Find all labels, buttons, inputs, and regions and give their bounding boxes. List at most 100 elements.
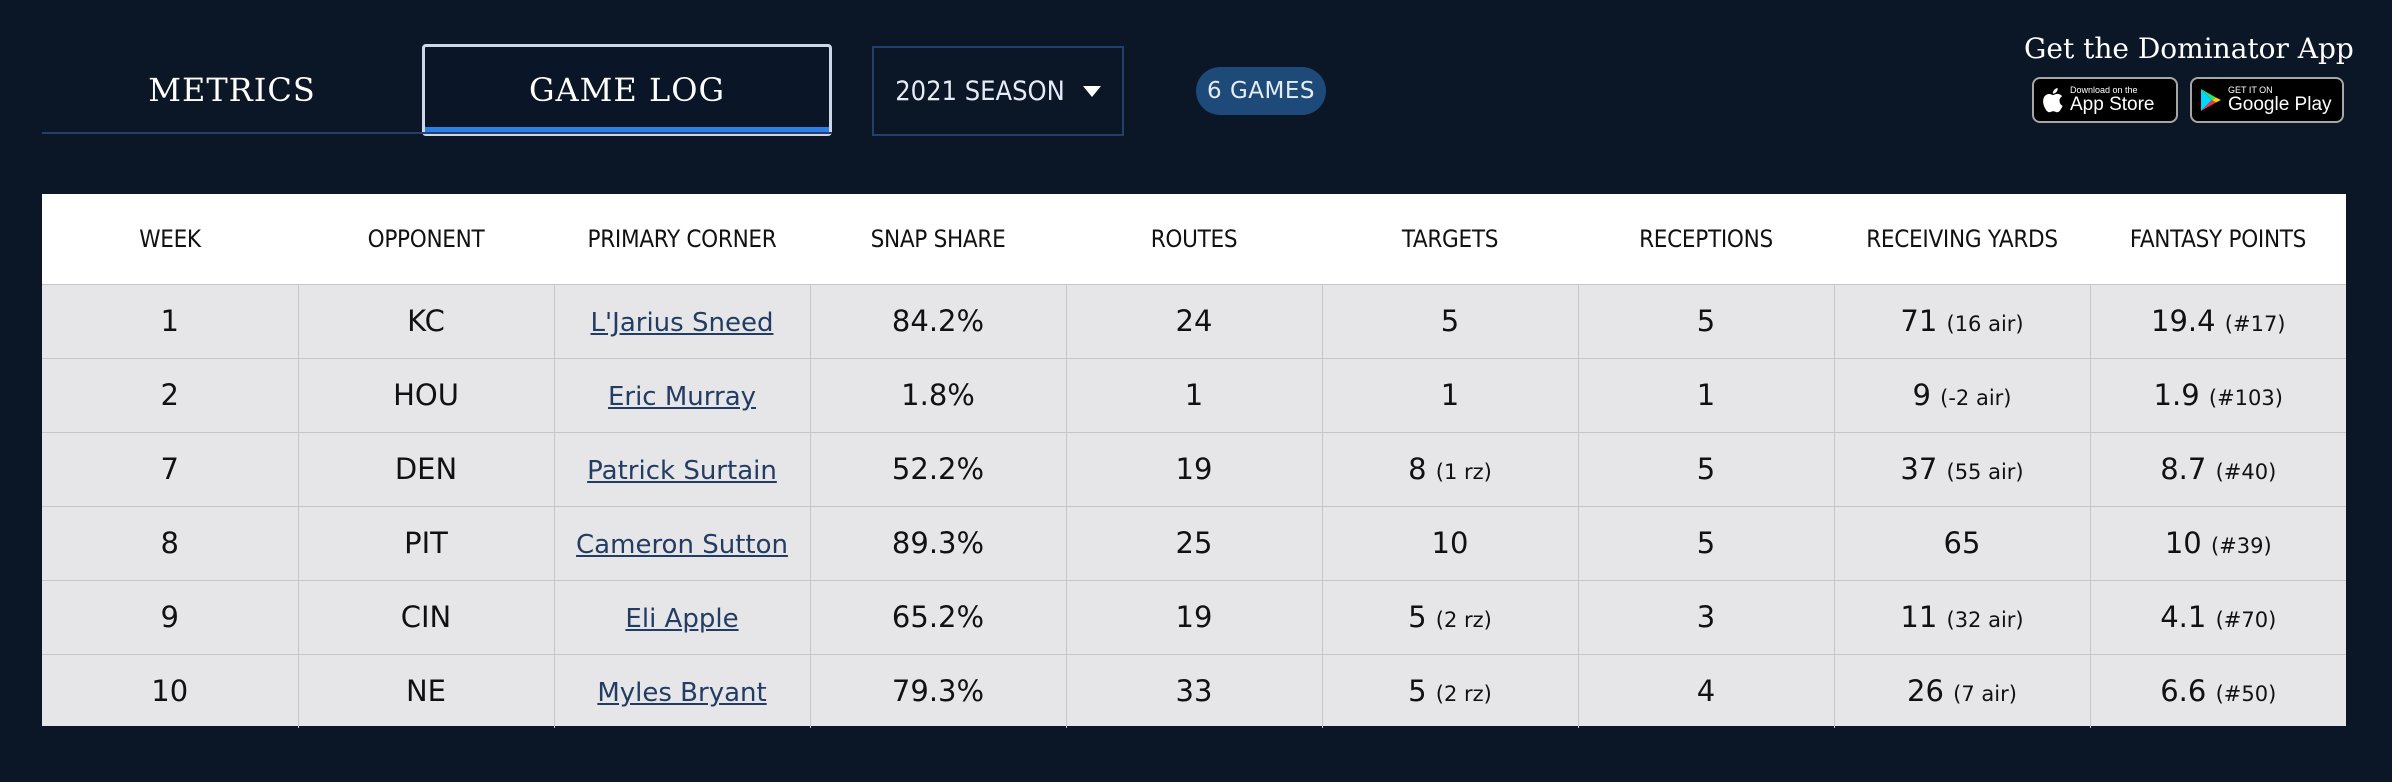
apple-icon: [2043, 88, 2063, 113]
cell-fantasy-points: 6.6 (#50): [2089, 653, 2346, 728]
corner-link[interactable]: Eric Murray: [607, 382, 757, 412]
cell-routes: 25: [1065, 505, 1322, 580]
fp-rank: (#50): [2215, 682, 2277, 707]
app-promo-title: Get the Dominator App: [2024, 32, 2354, 65]
cell-week: 7: [42, 431, 298, 506]
targets-value: 5: [1408, 600, 1427, 634]
yards-sub: (32 air): [1946, 608, 2024, 632]
targets-value: 8: [1408, 452, 1427, 486]
fp-value: 1.9: [2153, 378, 2200, 412]
app-store-small-label: Download on the: [2070, 85, 2138, 95]
corner-link[interactable]: Patrick Surtain: [587, 456, 777, 486]
app-store-label: App Store: [2070, 94, 2155, 115]
cell-yards: 37 (55 air): [1833, 431, 2090, 506]
tab-game-log[interactable]: GAME LOG: [422, 44, 832, 136]
cell-yards: 26 (7 air): [1833, 653, 2090, 728]
corner-link[interactable]: Myles Bryant: [597, 678, 767, 709]
targets-value: 10: [1431, 526, 1469, 560]
season-selected-label: 2021 SEASON: [895, 75, 1065, 107]
yards-sub: (-2 air): [1940, 386, 2012, 410]
google-play-icon: [2201, 89, 2221, 111]
yards-sub: (16 air): [1946, 312, 2024, 336]
app-store-button[interactable]: Download on the App Store: [2032, 77, 2178, 123]
targets-sub: (1 rz): [1435, 460, 1492, 484]
google-play-label: Google Play: [2228, 94, 2332, 115]
store-buttons: Download on the App Store GET IT ON Goog…: [2024, 77, 2344, 123]
tabs-divider: [42, 132, 832, 134]
game-log-table: WEEK OPPONENT PRIMARY CORNER SNAP SHARE …: [42, 194, 2346, 728]
cell-snap-share: 1.8%: [809, 357, 1066, 432]
cell-opponent: CIN: [297, 579, 554, 654]
cell-snap-share: 84.2%: [809, 283, 1066, 358]
cell-opponent: PIT: [297, 505, 554, 580]
cell-opponent: NE: [297, 653, 554, 728]
cell-corner: L'Jarius Sneed: [553, 283, 810, 358]
cell-opponent: HOU: [297, 357, 554, 432]
targets-sub: (2 rz): [1435, 608, 1492, 632]
cell-receptions: 3: [1577, 579, 1834, 654]
corner-link[interactable]: Cameron Sutton: [576, 530, 788, 560]
cell-receptions: 1: [1577, 357, 1834, 432]
cell-week: 8: [42, 505, 298, 580]
targets-sub: (2 rz): [1435, 682, 1492, 707]
cell-yards: 65: [1833, 505, 2090, 580]
cell-receptions: 5: [1577, 283, 1834, 358]
cell-opponent: KC: [297, 283, 554, 358]
fp-value: 10: [2164, 526, 2202, 560]
fp-value: 4.1: [2160, 600, 2207, 634]
tab-metrics[interactable]: METRICS: [148, 71, 316, 109]
cell-routes: 33: [1065, 653, 1322, 728]
corner-link[interactable]: Eli Apple: [625, 604, 739, 634]
yards-sub: (7 air): [1953, 682, 2017, 707]
targets-value: 1: [1440, 378, 1460, 412]
cell-fantasy-points: 4.1 (#70): [2089, 579, 2346, 654]
cell-corner: Myles Bryant: [553, 653, 810, 728]
cell-fantasy-points: 1.9 (#103): [2089, 357, 2346, 432]
table-row: 8 PIT Cameron Sutton 89.3% 25 10 5 65 10…: [42, 505, 2346, 580]
cell-snap-share: 65.2%: [809, 579, 1066, 654]
cell-yards: 11 (32 air): [1833, 579, 2090, 654]
view-tabs: METRICS GAME LOG: [42, 44, 832, 136]
cell-corner: Eli Apple: [553, 579, 810, 654]
cell-week: 2: [42, 357, 298, 432]
fp-value: 8.7: [2160, 452, 2207, 486]
cell-routes: 19: [1065, 431, 1322, 506]
season-dropdown[interactable]: 2021 SEASON: [872, 46, 1124, 136]
fp-value: 6.6: [2160, 674, 2207, 709]
fp-rank: (#40): [2215, 460, 2277, 484]
corner-link[interactable]: L'Jarius Sneed: [590, 308, 774, 338]
fp-rank: (#103): [2208, 386, 2283, 410]
table-row: 9 CIN Eli Apple 65.2% 19 5 (2 rz) 3 11 (…: [42, 579, 2346, 654]
cell-targets: 8 (1 rz): [1321, 431, 1578, 506]
cell-corner: Patrick Surtain: [553, 431, 810, 506]
header-week: WEEK: [42, 194, 298, 284]
table-header-row: WEEK OPPONENT PRIMARY CORNER SNAP SHARE …: [42, 194, 2346, 284]
yards-value: 71: [1900, 304, 1938, 338]
cell-targets: 5: [1321, 283, 1578, 358]
targets-value: 5: [1408, 674, 1427, 709]
google-play-button[interactable]: GET IT ON Google Play: [2190, 77, 2344, 123]
table-row: 2 HOU Eric Murray 1.8% 1 1 1 9 (-2 air) …: [42, 357, 2346, 432]
cell-targets: 10: [1321, 505, 1578, 580]
cell-snap-share: 89.3%: [809, 505, 1066, 580]
cell-receptions: 5: [1577, 505, 1834, 580]
fp-rank: (#39): [2210, 534, 2272, 558]
header-primary-corner: PRIMARY CORNER: [554, 194, 810, 284]
google-play-small-label: GET IT ON: [2228, 85, 2273, 95]
header-targets: TARGETS: [1322, 194, 1578, 284]
cell-yards: 9 (-2 air): [1833, 357, 2090, 432]
yards-sub: (55 air): [1946, 460, 2024, 484]
games-count-badge: 6 GAMES: [1196, 67, 1326, 115]
cell-yards: 71 (16 air): [1833, 283, 2090, 358]
cell-targets: 5 (2 rz): [1321, 653, 1578, 728]
header-opponent: OPPONENT: [298, 194, 554, 284]
cell-week: 10: [42, 653, 298, 728]
cell-snap-share: 79.3%: [809, 653, 1066, 728]
fp-rank: (#17): [2224, 312, 2286, 336]
cell-fantasy-points: 10 (#39): [2089, 505, 2346, 580]
yards-value: 9: [1912, 378, 1931, 412]
cell-week: 9: [42, 579, 298, 654]
cell-routes: 24: [1065, 283, 1322, 358]
targets-value: 5: [1440, 304, 1460, 338]
cell-opponent: DEN: [297, 431, 554, 506]
